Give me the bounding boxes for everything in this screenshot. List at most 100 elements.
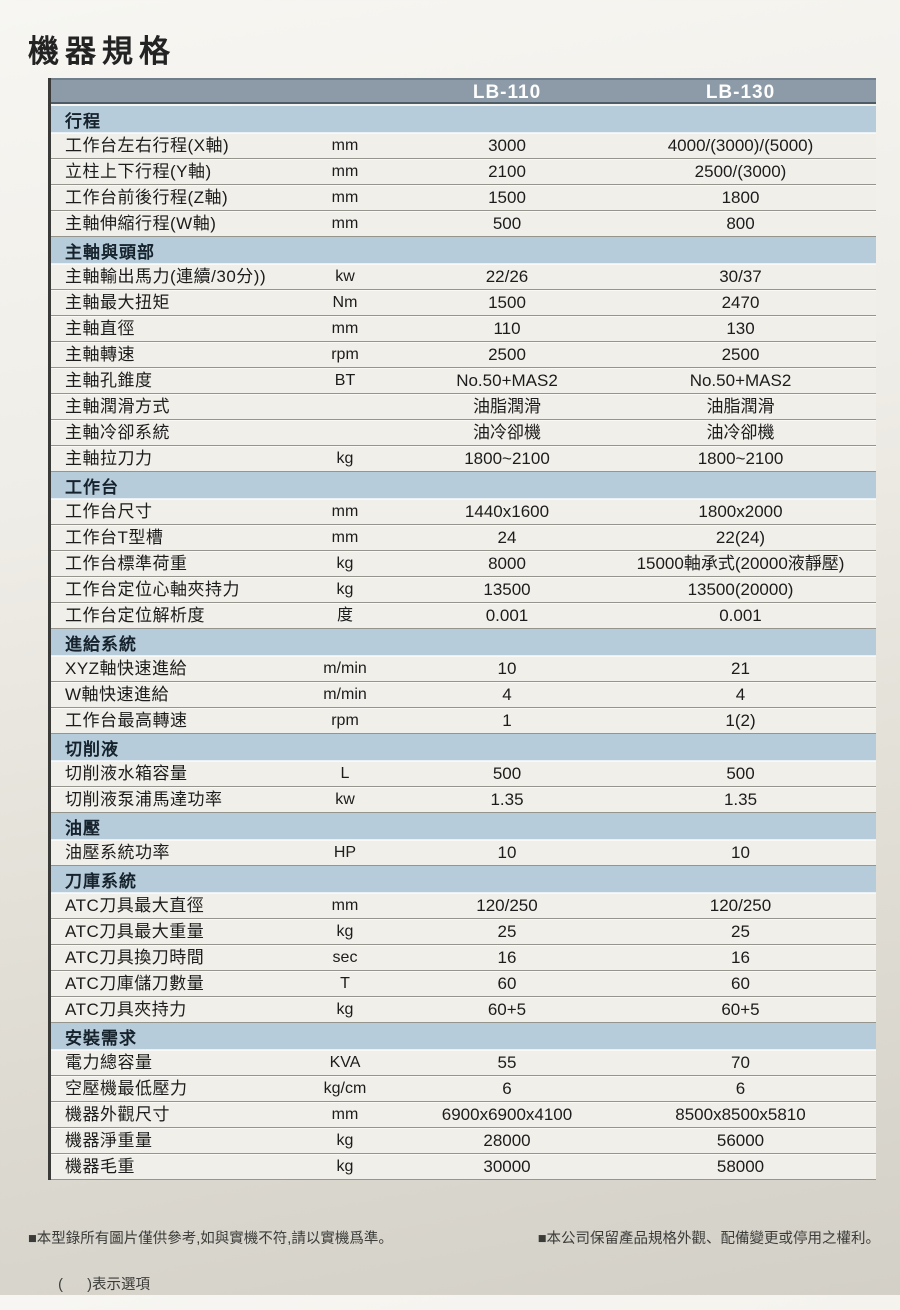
spec-value-lb110: 1.35 <box>490 790 524 809</box>
spec-name: 機器外觀尺寸 <box>65 1105 170 1124</box>
spec-row: 主軸最大扭矩 Nm 1500 2470 <box>51 290 876 316</box>
spec-name: 主軸伸縮行程(W軸) <box>65 214 217 233</box>
spec-value-lb130: 油脂潤滑 <box>706 397 775 416</box>
spec-name: 工作台尺寸 <box>65 502 153 521</box>
spec-value-lb110: 30000 <box>483 1157 531 1176</box>
footnote-disclaimer-right: ■本公司保留產品規格外觀、配備變更或停用之權利。 <box>537 1231 880 1247</box>
spec-value-lb130: No.50+MAS2 <box>689 371 792 390</box>
footnote-disclaimer-left: ■本型錄所有圖片僅供參考,如與實機不符,請以實機爲準。 <box>28 1231 393 1247</box>
spec-row: 機器淨重量 kg 28000 56000 <box>51 1128 876 1154</box>
spec-value-lb130: 2500/(3000) <box>694 162 787 181</box>
spec-name: 主軸冷卻系統 <box>65 423 170 442</box>
spec-row: 主軸轉速 rpm 2500 2500 <box>51 342 876 368</box>
spec-unit: kg <box>336 1001 354 1018</box>
model-header-lb110: LB-110 <box>472 82 542 103</box>
spec-row: 工作台尺寸 mm 1440x1600 1800x2000 <box>51 499 876 525</box>
spec-row: W軸快速進給 m/min 4 4 <box>51 682 876 708</box>
table-header-row: LB-110 LB-130 <box>51 78 876 104</box>
spec-unit: sec <box>332 949 358 966</box>
spec-value-lb110: 28000 <box>483 1131 531 1150</box>
spec-value-lb130: 1(2) <box>725 711 756 730</box>
spec-name: 主軸最大扭矩 <box>65 293 170 312</box>
spec-unit: HP <box>333 844 357 861</box>
spec-row: ATC刀庫儲刀數量 T 60 60 <box>51 971 876 997</box>
spec-value-lb130: 25 <box>731 922 750 941</box>
section-title: 安裝需求 <box>65 1028 137 1048</box>
spec-value-lb110: 8000 <box>488 554 526 573</box>
spec-table: LB-110 LB-130 行程 工作台左右行程(X軸) mm 3000 4000/(3… <box>48 78 876 1180</box>
spec-value-lb130: 13500(20000) <box>687 580 794 599</box>
spec-row: ATC刀具最大直徑 mm 120/250 120/250 <box>51 893 876 919</box>
section-title: 進給系統 <box>65 634 137 654</box>
spec-unit: kg <box>336 555 354 572</box>
spec-value-lb110: 1440x1600 <box>464 502 550 521</box>
spec-value-lb130: 500 <box>726 764 755 783</box>
spec-value-lb110: 1500 <box>488 293 526 312</box>
spec-value-lb110: 10 <box>497 843 517 862</box>
section-title: 工作台 <box>65 477 119 497</box>
spec-value-lb110: 120/250 <box>476 896 538 915</box>
section-header-row: 行程 <box>51 106 876 133</box>
spec-value-lb110: 60 <box>497 974 517 993</box>
spec-value-lb130: 120/250 <box>709 896 772 915</box>
spec-row: 工作台定位解析度 度 0.001 0.001 <box>51 603 876 629</box>
section-title: 油壓 <box>65 818 101 838</box>
spec-unit: Nm <box>332 294 358 311</box>
spec-name: 工作台標準荷重 <box>65 554 188 573</box>
spec-row: 主軸孔錐度 BT No.50+MAS2 No.50+MAS2 <box>51 368 876 394</box>
spec-value-lb110: 1800~2100 <box>464 449 550 468</box>
spec-name: 工作台定位心軸夾持力 <box>65 580 240 599</box>
spec-value-lb130: 15000軸承式(20000液靜壓) <box>636 554 845 573</box>
spec-value-lb110: No.50+MAS2 <box>456 371 558 390</box>
spec-name: W軸快速進給 <box>65 685 170 704</box>
spec-unit: L <box>340 765 350 782</box>
spec-value-lb110: 1500 <box>488 188 526 207</box>
spec-unit: mm <box>331 897 359 914</box>
spec-value-lb110: 3000 <box>488 136 526 155</box>
section-header-row: 進給系統 <box>51 629 876 656</box>
spec-name: 切削液泵浦馬達功率 <box>65 790 223 809</box>
spec-row: ATC刀具最大重量 kg 25 25 <box>51 919 876 945</box>
section-header-row: 刀庫系統 <box>51 866 876 893</box>
spec-value-lb110: 24 <box>497 528 517 547</box>
spec-name: 主軸潤滑方式 <box>65 397 170 416</box>
spec-value-lb110: 25 <box>497 922 517 941</box>
spec-value-lb130: 1800~2100 <box>697 449 784 468</box>
page-title: 機器規格 <box>28 34 176 69</box>
spec-value-lb110: 6900x6900x4100 <box>441 1105 573 1124</box>
spec-value-lb110: 0.001 <box>485 606 529 625</box>
spec-row: 機器外觀尺寸 mm 6900x6900x4100 8500x8500x5810 <box>51 1102 876 1128</box>
spec-unit: kg <box>336 581 354 598</box>
spec-unit: kw <box>335 268 355 285</box>
spec-name: 主軸拉刀力 <box>65 449 153 468</box>
section-header-row: 切削液 <box>51 734 876 761</box>
spec-value-lb130: 30/37 <box>719 267 762 286</box>
spec-value-lb130: 油冷卻機 <box>706 423 775 442</box>
spec-unit: mm <box>331 1106 359 1123</box>
spec-row: 主軸輸出馬力(連續/30分)) kw 22/26 30/37 <box>51 264 876 290</box>
section-header-row: 油壓 <box>51 813 876 840</box>
spec-value-lb110: 6 <box>502 1079 512 1098</box>
section-title: 刀庫系統 <box>65 871 137 891</box>
spec-name: ATC刀具最大直徑 <box>65 896 205 915</box>
spec-name: 切削液水箱容量 <box>65 764 188 783</box>
spec-row: ATC刀具夾持力 kg 60+5 60+5 <box>51 997 876 1023</box>
spec-value-lb110: 2500 <box>488 345 526 364</box>
spec-table-body: 行程 工作台左右行程(X軸) mm 3000 4000/(3000)/(5000) 立柱上… <box>51 106 876 1180</box>
spec-unit: T <box>340 975 350 992</box>
spec-value-lb130: 1.35 <box>723 790 758 809</box>
spec-value-lb130: 56000 <box>716 1131 765 1150</box>
spec-row: 切削液水箱容量 L 500 500 <box>51 761 876 787</box>
spec-value-lb110: 60+5 <box>487 1000 527 1019</box>
spec-value-lb130: 60+5 <box>721 1000 760 1019</box>
spec-unit: mm <box>331 137 359 154</box>
spec-value-lb110: 16 <box>497 948 517 967</box>
spec-value-lb130: 2500 <box>721 345 760 364</box>
spec-value-lb130: 4000/(3000)/(5000) <box>667 136 814 155</box>
spec-name: 主軸孔錐度 <box>65 371 153 390</box>
spec-row: 工作台定位心軸夾持力 kg 13500 13500(20000) <box>51 577 876 603</box>
spec-value-lb130: 58000 <box>716 1157 765 1176</box>
footnote-line-2: ( )表示選項 <box>28 1257 880 1310</box>
section-header-row: 安裝需求 <box>51 1023 876 1050</box>
spec-unit: mm <box>331 529 359 546</box>
